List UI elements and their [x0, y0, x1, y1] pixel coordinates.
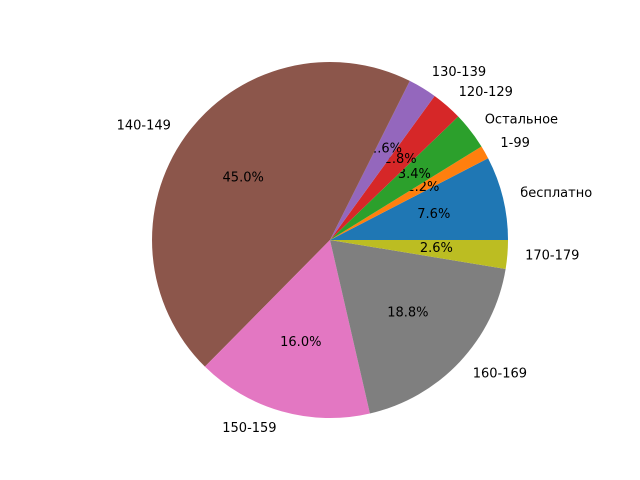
- pie-slice: [152, 62, 410, 367]
- pie-percent-label: 2.8%: [384, 152, 417, 167]
- pie-slice: [330, 116, 482, 240]
- pie-percent-label: 18.8%: [387, 306, 428, 321]
- pie-slice: [330, 158, 508, 240]
- pie-category-label: Остальное: [485, 113, 558, 128]
- pie-percent-label: 45.0%: [223, 170, 264, 185]
- pie-category-label: 140-149: [117, 118, 171, 133]
- pie-category-label: 130-139: [432, 65, 486, 80]
- pie-percent-label: 7.6%: [417, 207, 450, 222]
- pie-category-label: бесплатно: [520, 186, 592, 201]
- pie-category-label: 160-169: [473, 367, 527, 382]
- pie-percent-label: 16.0%: [280, 335, 321, 350]
- pie-slice: [330, 95, 459, 241]
- pie-category-label: 1-99: [500, 136, 530, 151]
- pie-slice: [330, 146, 489, 240]
- pie-category-label: 170-179: [525, 249, 579, 264]
- pie-percent-label: 3.4%: [398, 167, 431, 182]
- pie-slice: [330, 240, 506, 414]
- pie-slice: [330, 80, 435, 241]
- pie-percent-label: 2.6%: [420, 241, 453, 256]
- pie-slice: [204, 240, 370, 419]
- pie-category-label: 150-159: [222, 421, 276, 436]
- pie-category-label: 120-129: [459, 85, 513, 100]
- pie-slice: [330, 240, 508, 269]
